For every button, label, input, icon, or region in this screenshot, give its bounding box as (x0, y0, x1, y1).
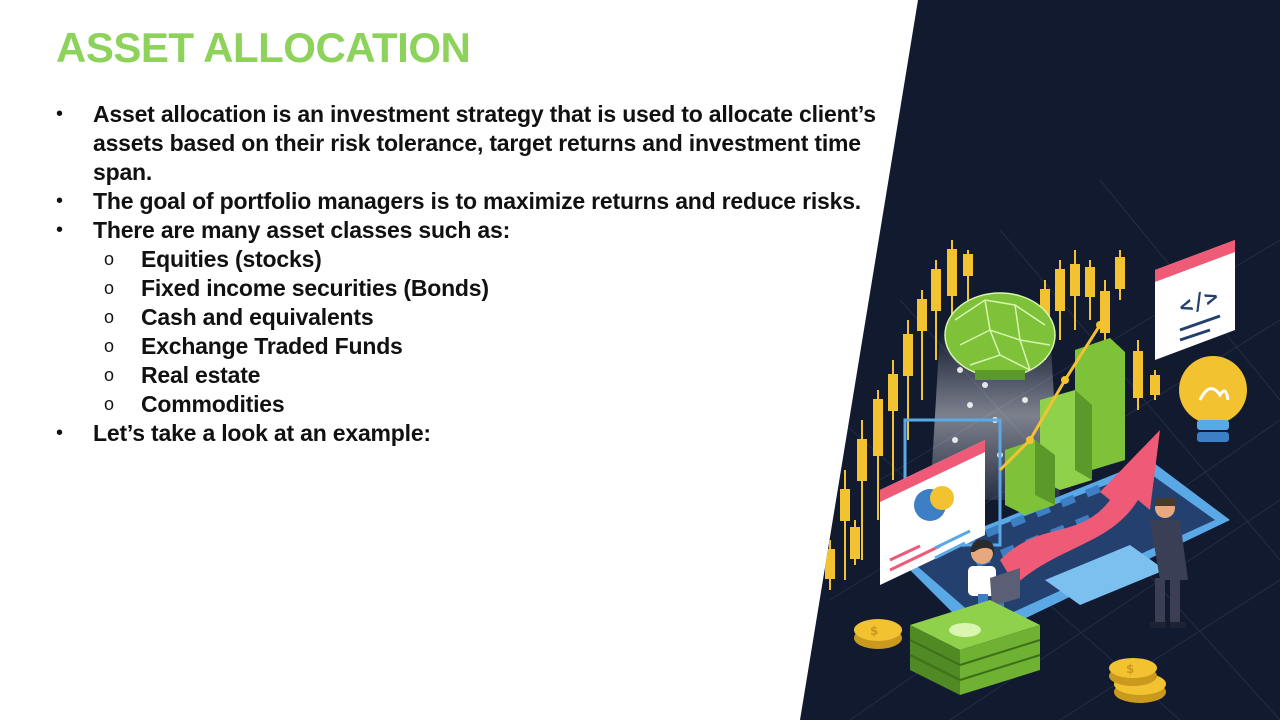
bullet-item: • The goal of portfolio managers is to m… (56, 187, 896, 216)
sub-bullet-text: Cash and equivalents (141, 304, 374, 330)
sub-bullet-marker: o (104, 278, 115, 298)
bullet-marker: • (56, 190, 64, 212)
bullet-marker: • (56, 422, 64, 444)
coin-icon: $ (854, 619, 902, 649)
slide-title: ASSET ALLOCATION (56, 24, 471, 71)
bullet-marker: • (56, 219, 64, 241)
python-window-icon (880, 440, 985, 585)
bullet-text: Asset allocation is an investment strate… (93, 101, 876, 185)
sub-bullet-marker: o (104, 249, 115, 269)
sub-bullet-marker: o (104, 307, 115, 327)
slide-body: • Asset allocation is an investment stra… (56, 100, 896, 448)
idea-lightbulb-icon (1179, 356, 1247, 442)
sub-bullet-item: o Exchange Traded Funds (104, 332, 896, 361)
sub-bullet-text: Commodities (141, 391, 285, 417)
sub-bullet-item: o Fixed income securities (Bonds) (104, 274, 896, 303)
sub-bullet-text: Equities (stocks) (141, 246, 322, 272)
bullet-list: • Asset allocation is an investment stra… (56, 100, 896, 448)
coin-stack-icon: $ (1109, 658, 1166, 703)
growth-bars-icon (998, 321, 1125, 515)
sub-bullet-item: o Equities (stocks) (104, 245, 896, 274)
bullet-text: Let’s take a look at an example: (93, 420, 431, 446)
sub-bullet-item: o Cash and equivalents (104, 303, 896, 332)
svg-text:$: $ (870, 624, 878, 638)
trend-arrow-icon (1000, 430, 1160, 585)
bullet-text: There are many asset classes such as: (93, 217, 511, 243)
sub-bullet-text: Exchange Traded Funds (141, 333, 403, 359)
svg-text:$: $ (1126, 662, 1134, 676)
businessman-figure (1150, 498, 1188, 628)
bullet-marker: • (56, 103, 64, 125)
bullet-item: • Let’s take a look at an example: (56, 419, 896, 448)
ai-brain-icon (944, 292, 1056, 380)
bullet-item: • Asset allocation is an investment stra… (56, 100, 896, 187)
sub-bullet-marker: o (104, 336, 115, 356)
code-window-icon: </> (1155, 240, 1235, 360)
sub-bullet-marker: o (104, 394, 115, 414)
sub-bullet-marker: o (104, 365, 115, 385)
sub-bullet-text: Real estate (141, 362, 261, 388)
cash-stack-icon (909, 600, 1041, 695)
bullet-item: • There are many asset classes such as: … (56, 216, 896, 419)
sub-bullet-item: o Commodities (104, 390, 896, 419)
sub-bullet-item: o Real estate (104, 361, 896, 390)
asset-class-list: o Equities (stocks) o Fixed income secur… (93, 245, 896, 419)
candlestick-chart-icon (825, 240, 1160, 590)
sub-bullet-text: Fixed income securities (Bonds) (141, 275, 489, 301)
bullet-text: The goal of portfolio managers is to max… (93, 188, 861, 214)
